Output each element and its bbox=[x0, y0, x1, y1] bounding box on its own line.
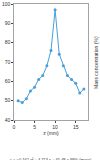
svg-text:z (mm): z (mm) bbox=[43, 130, 59, 136]
svg-text:60: 60 bbox=[5, 78, 11, 84]
svg-text:50: 50 bbox=[5, 97, 11, 103]
svg-text:40: 40 bbox=[5, 117, 11, 123]
svg-text:90: 90 bbox=[5, 20, 11, 26]
svg-text:c = −0.162 x² + 4.713 x + 45.4: c = −0.162 x² + 4.713 x + 45.48 ± 98% (m… bbox=[10, 157, 92, 160]
svg-text:10: 10 bbox=[52, 124, 58, 130]
svg-text:15: 15 bbox=[73, 124, 79, 130]
svg-text:0: 0 bbox=[13, 124, 16, 130]
svg-text:70: 70 bbox=[5, 59, 11, 65]
svg-text:Mass concentration (%): Mass concentration (%) bbox=[93, 36, 99, 89]
svg-text:5: 5 bbox=[33, 124, 36, 130]
svg-text:80: 80 bbox=[5, 39, 11, 45]
svg-text:100: 100 bbox=[2, 1, 11, 7]
